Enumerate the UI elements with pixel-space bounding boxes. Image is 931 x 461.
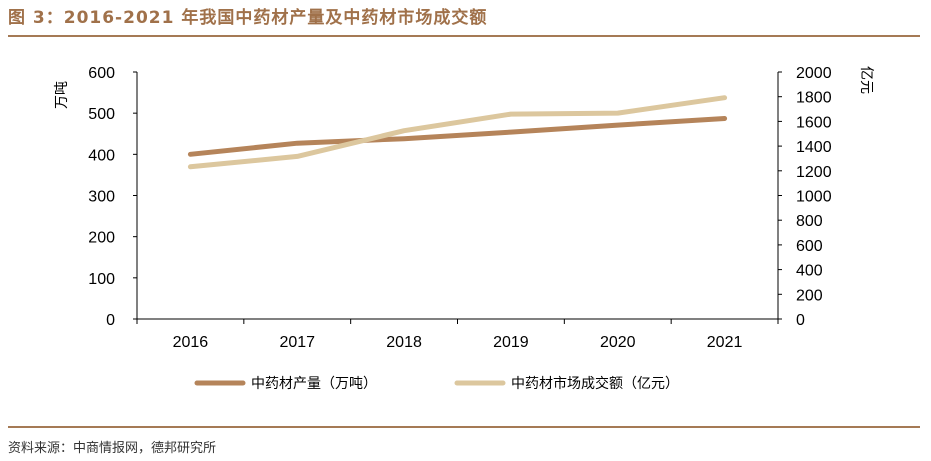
right-tick-label: 400 [796,263,823,280]
right-tick-label: 1400 [796,139,832,156]
title-divider [8,35,920,37]
left-tick-label: 600 [88,65,115,82]
x-tick-label: 2021 [707,334,743,351]
right-tick-label: 2000 [796,65,832,82]
x-tick-label: 2017 [279,334,315,351]
figure-title: 图 3：2016-2021 年我国中药材产量及中药材市场成交额 [8,8,488,28]
x-tick-label: 2019 [493,334,529,351]
right-tick-label: 1200 [796,164,832,181]
right-tick-label: 1600 [796,114,832,131]
x-tick-label: 2020 [600,334,636,351]
series-line-2 [187,95,728,170]
right-tick-label: 800 [796,213,823,230]
left-tick-label: 400 [88,147,115,164]
source-divider [8,426,920,428]
legend-label-2: 中药材市场成交额（亿元） [511,375,679,392]
left-tick-label: 500 [88,106,115,123]
source-note: 资料来源：中商情报网，德邦研究所 [8,441,217,456]
x-tick-label: 2018 [386,334,422,351]
x-tick-label: 2016 [173,334,209,351]
left-tick-label: 0 [106,312,115,329]
left-tick-label: 200 [88,230,115,247]
left-tick-label: 300 [88,189,115,206]
right-tick-label: 1800 [796,90,832,107]
right-tick-label: 200 [796,287,823,304]
series-line-1 [187,116,728,157]
legend-label-1: 中药材产量（万吨） [251,376,377,392]
right-axis-label: 亿元 [858,66,874,94]
left-tick-label: 100 [88,271,115,288]
left-axis-label: 万吨 [54,81,70,109]
right-tick-label: 600 [796,238,823,255]
right-tick-label: 0 [796,312,805,329]
right-tick-label: 1000 [796,189,832,206]
